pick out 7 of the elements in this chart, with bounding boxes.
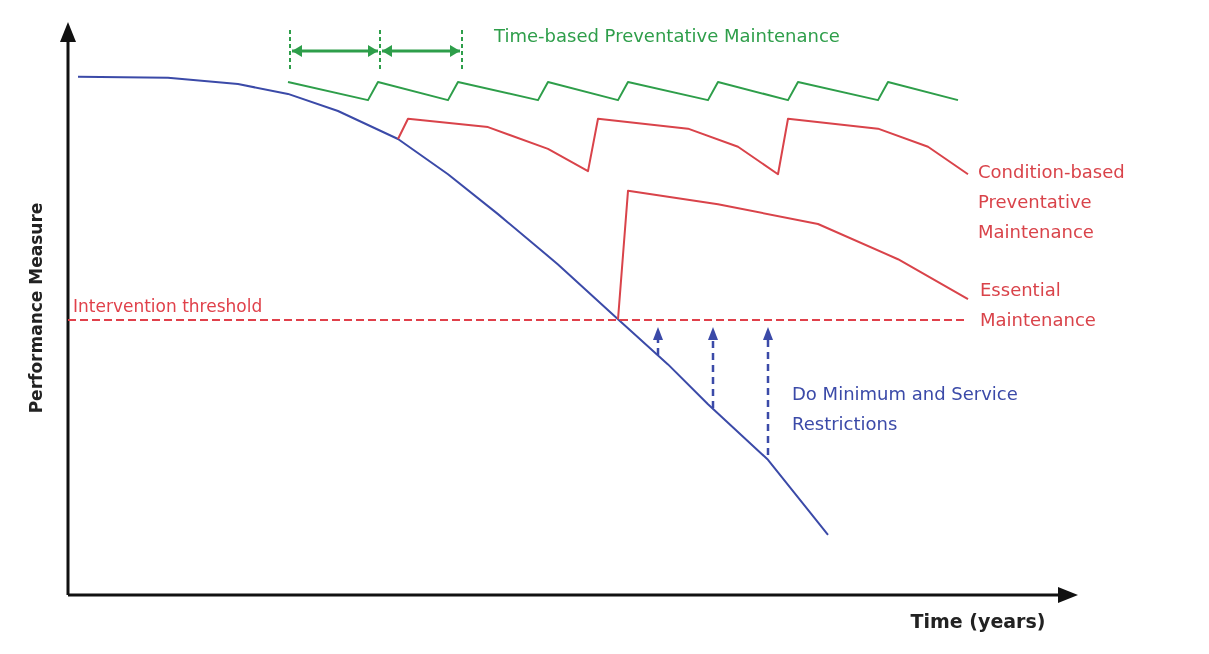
y-axis-title: Performance Measure: [26, 202, 46, 414]
ref-line-label: Intervention threshold: [73, 295, 263, 316]
text: Time-based Preventative Maintenance: [493, 24, 840, 46]
series-label: Do Minimum and Service Restrictions: [792, 382, 1024, 434]
series-label: Condition-based Preventative Maintenance: [978, 160, 1131, 242]
series-label: Essential Maintenance: [980, 278, 1096, 330]
x-axis-title: Time (years): [910, 609, 1046, 632]
